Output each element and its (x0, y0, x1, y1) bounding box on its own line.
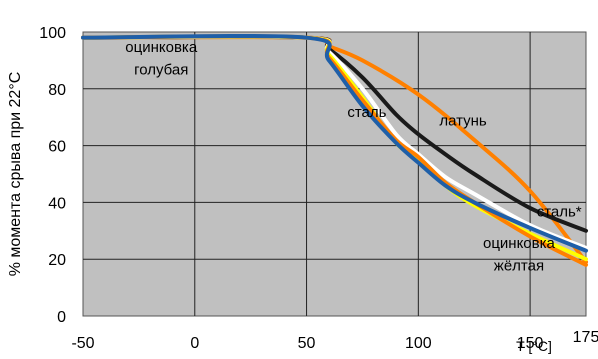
series-line-5 (81, 33, 588, 253)
y-tick-label: 0 (57, 309, 66, 326)
y-tick-label: 20 (48, 252, 66, 269)
x-tick-label: 175 (573, 329, 598, 346)
annotations: оцинковка голубая сталь латунь сталь* оцинков… (125, 39, 582, 275)
y-tick-label: 80 (48, 82, 66, 99)
x-tick-label: -50 (71, 335, 94, 352)
y-axis-label: % момента срыва при 22°C (7, 72, 24, 277)
x-axis: -50 0 50 100 150 175 (71, 329, 598, 352)
y-tick-label: 40 (48, 195, 66, 212)
x-tick-label: 0 (190, 335, 199, 352)
annotation-label: латунь (439, 113, 487, 130)
x-axis-label: T [°C] (516, 338, 552, 354)
annotation-label: жёлтая (494, 258, 544, 275)
y-axis: 0 20 40 60 80 100 (39, 25, 66, 326)
grid-lines (83, 32, 586, 316)
annotation-label: сталь (347, 104, 386, 121)
x-tick-label: 100 (405, 335, 432, 352)
annotation-label: оцинковка (483, 235, 556, 252)
plot-area (82, 31, 587, 317)
x-tick-label: 150 (517, 335, 544, 352)
y-tick-label: 60 (48, 139, 66, 156)
annotation-label: сталь* (537, 204, 582, 221)
x-tick-label: 50 (298, 335, 316, 352)
y-tick-label: 100 (39, 25, 66, 42)
series-lines (81, 33, 588, 267)
annotation-label: оцинковка (125, 39, 198, 56)
annotation-label: голубая (134, 62, 188, 79)
